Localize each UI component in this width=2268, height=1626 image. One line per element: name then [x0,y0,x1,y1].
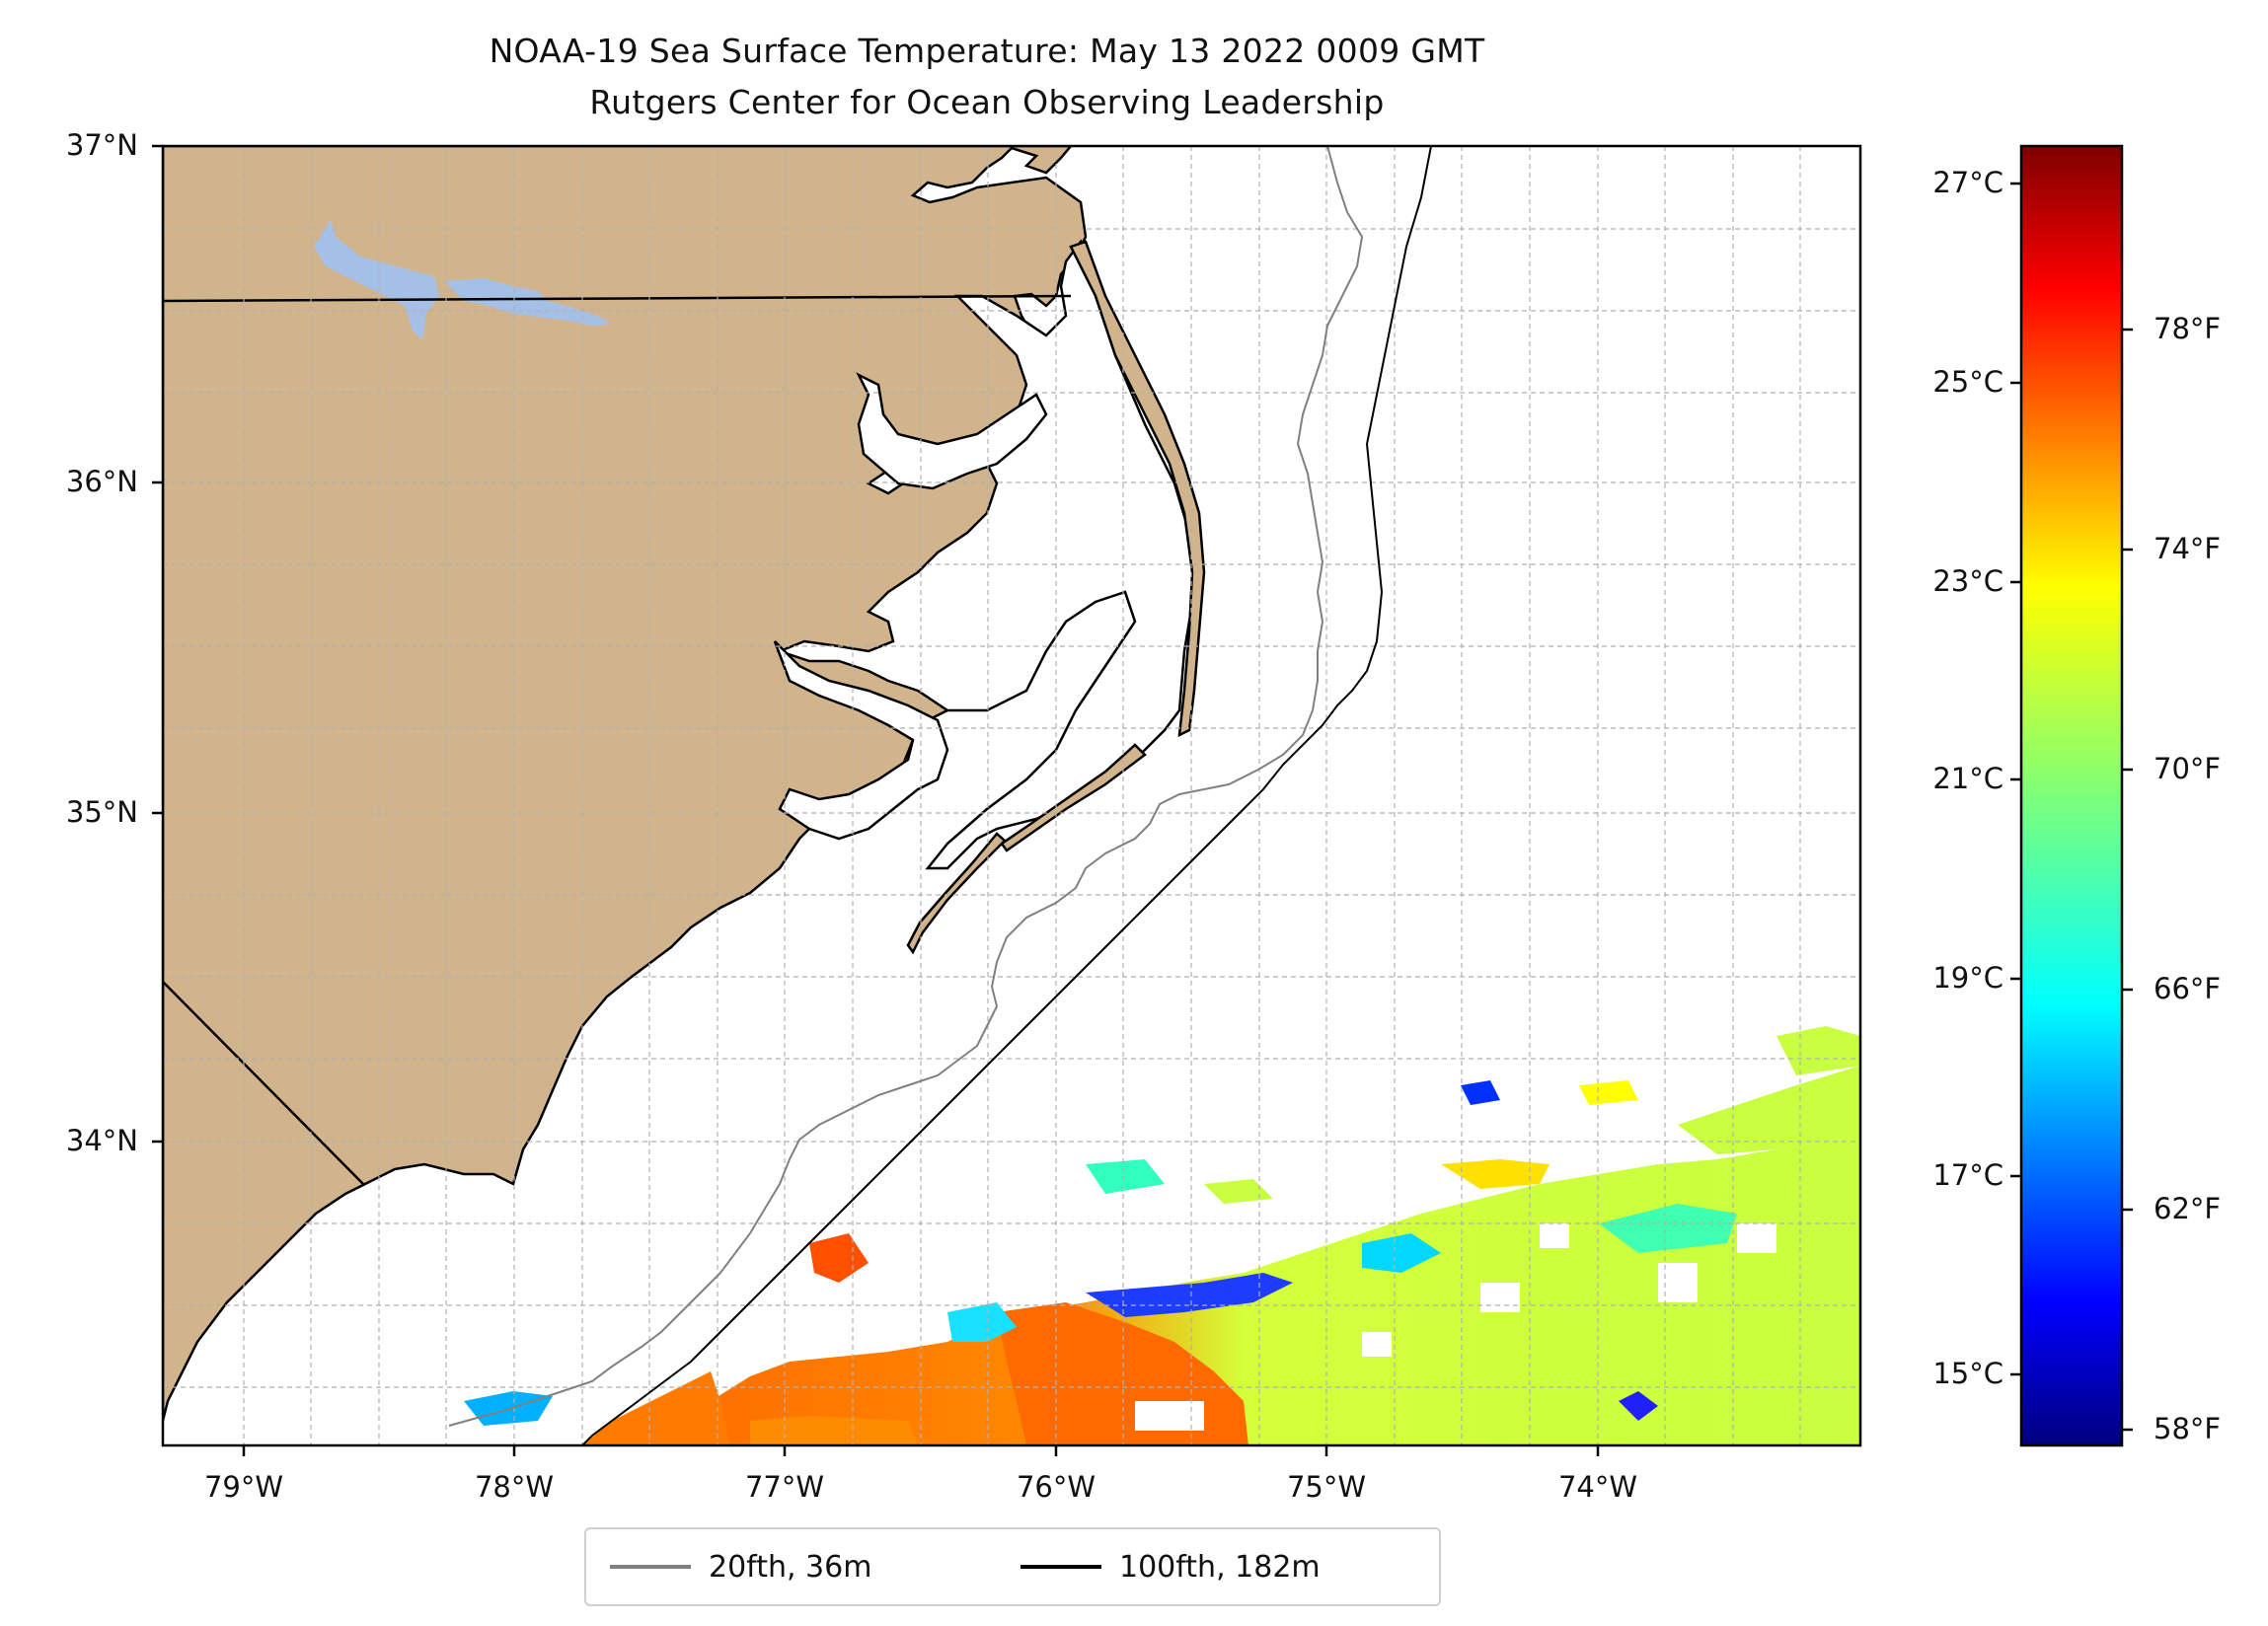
legend-swatch-20fth [610,1565,691,1569]
cb-label-23c: 23°C [1932,564,2003,598]
cb-label-17c: 17°C [1932,1158,2003,1192]
map-grid [163,146,1860,1445]
lat-label-36: 36°N [65,465,138,498]
lat-label-35: 35°N [65,795,138,829]
lat-label-37: 37°N [65,128,138,162]
cb-label-27c: 27°C [1932,166,2003,199]
map-subtitle: Rutgers Center for Ocean Observing Leade… [589,83,1385,121]
map-title: NOAA-19 Sea Surface Temperature: May 13 … [489,32,1485,70]
colorbar [2019,144,2124,1447]
legend-label-100fth: 100fth, 182m [1119,1549,1321,1585]
legend-swatch-100fth [1021,1565,1101,1569]
cb-label-70f: 70°F [2154,752,2222,785]
albemarle-sound [856,372,1048,490]
legend-label-20fth: 20fth, 36m [709,1549,872,1585]
lon-label-78: 78°W [474,1470,555,1504]
isobath-100fth [581,146,1432,1445]
cb-label-15c: 15°C [1932,1357,2003,1390]
cb-label-66f: 66°F [2154,972,2222,1005]
map-frame [161,144,1862,1447]
cb-label-58f: 58°F [2154,1412,2222,1445]
legend-item-100fth: 100fth, 182m [1021,1549,1321,1585]
colorbar-ticks [2010,182,2133,1432]
cb-label-74f: 74°F [2154,532,2222,565]
legend-item-20fth: 20fth, 36m [610,1549,871,1585]
map-area [163,146,1860,1445]
axis-ticks [152,144,1600,1456]
cb-label-78f: 78°F [2154,312,2222,345]
isobath-20fth [448,146,1364,1427]
nc-sc-border [163,981,364,1185]
cb-label-25c: 25°C [1932,365,2003,399]
cb-label-62f: 62°F [2154,1192,2222,1225]
lon-label-76: 76°W [1016,1470,1096,1504]
lat-label-34: 34°N [65,1124,138,1157]
lon-label-74: 74°W [1557,1470,1638,1504]
cb-label-21c: 21°C [1932,762,2003,795]
bogue-banks [906,832,1007,955]
neuse-river [773,640,949,841]
va-nc-border [163,294,1072,303]
isobath-legend: 20fth, 36m 100fth, 182m [584,1527,1441,1606]
lon-label-77: 77°W [744,1470,825,1504]
outer-banks [1069,240,1206,738]
sst-data [464,1026,1860,1445]
core-banks [1000,743,1147,852]
cb-label-19c: 19°C [1932,961,2003,995]
lon-label-75: 75°W [1286,1470,1367,1504]
kerr-lake [314,219,612,340]
lon-label-79: 79°W [203,1470,284,1504]
